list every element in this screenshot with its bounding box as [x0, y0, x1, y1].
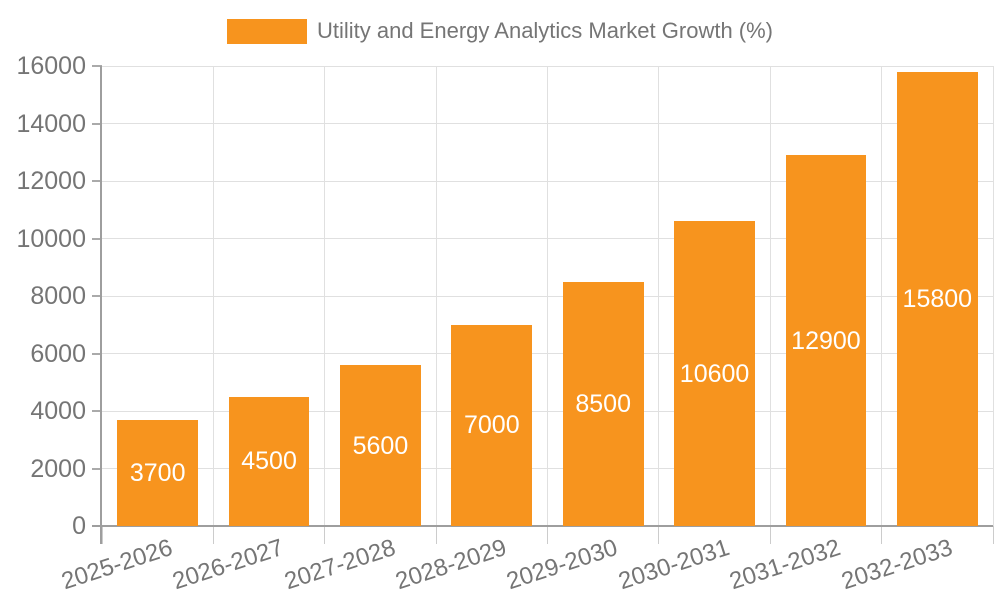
bar-value-label: 5600 — [352, 431, 409, 460]
y-axis-tick-label: 0 — [72, 512, 86, 540]
y-axis-tick — [92, 237, 102, 240]
legend-swatch — [226, 18, 307, 44]
bar[interactable] — [117, 419, 199, 526]
bar[interactable] — [785, 155, 867, 526]
y-axis-tick-label: 2000 — [30, 454, 86, 483]
gridline-vertical — [658, 66, 660, 526]
bar-value-label: 10600 — [679, 359, 750, 388]
gridline-vertical — [992, 66, 994, 526]
y-axis-tick — [92, 352, 102, 355]
bar[interactable] — [674, 221, 755, 526]
gridline-vertical — [324, 66, 326, 526]
bar-value-label: 15800 — [902, 284, 973, 313]
bar[interactable] — [562, 281, 644, 526]
y-axis-line — [100, 66, 102, 544]
x-axis-tick — [992, 526, 994, 544]
bar-value-label: 3700 — [129, 458, 186, 487]
x-axis-tick-label: 2026-2027 — [169, 534, 288, 596]
y-axis-tick-label: 10000 — [16, 224, 86, 253]
x-axis-tick — [881, 526, 883, 544]
gridline-vertical — [212, 66, 214, 526]
y-axis-tick — [92, 65, 102, 67]
x-axis-tick-label: 2032-2033 — [837, 534, 956, 596]
bar-value-label: 4500 — [241, 447, 297, 476]
y-axis-tick — [92, 122, 102, 125]
gridline-vertical — [435, 66, 437, 526]
x-axis-tick-label: 2029-2030 — [503, 534, 622, 596]
bar-value-label: 8500 — [575, 389, 631, 418]
bar[interactable] — [451, 324, 533, 526]
y-axis-tick-label: 12000 — [16, 167, 86, 195]
y-axis-tick — [92, 295, 102, 297]
x-axis-tick — [658, 526, 660, 544]
x-axis-tick — [547, 526, 548, 544]
y-axis-tick — [92, 467, 102, 470]
x-axis-line — [92, 525, 993, 527]
bar-value-label: 7000 — [464, 411, 520, 440]
y-axis-tick — [92, 180, 102, 182]
y-axis-tick-label: 8000 — [30, 282, 86, 310]
x-axis-tick — [435, 526, 437, 544]
x-axis-tick-label: 2028-2029 — [392, 534, 510, 596]
y-axis-tick-label: 6000 — [30, 339, 86, 368]
y-axis-tick-label: 14000 — [16, 109, 86, 138]
legend-item[interactable]: Utility and Energy Analytics Market Grow… — [0, 18, 1000, 44]
x-axis-tick — [769, 526, 771, 544]
gridline-vertical — [769, 66, 771, 526]
legend-label: Utility and Energy Analytics Market Grow… — [316, 18, 774, 43]
y-axis-tick-label: 4000 — [30, 397, 86, 425]
bar[interactable] — [896, 71, 978, 526]
y-axis-tick — [92, 410, 102, 412]
gridline-vertical — [547, 66, 548, 526]
x-axis-tick-label: 2025-2026 — [58, 534, 176, 596]
x-axis-tick-label: 2027-2028 — [280, 534, 399, 596]
bar[interactable] — [228, 396, 310, 526]
y-axis-tick-label: 16000 — [16, 52, 86, 80]
x-axis-tick-label: 2031-2032 — [726, 534, 844, 596]
x-axis-tick — [212, 526, 214, 544]
gridline-vertical — [881, 66, 883, 526]
x-axis-tick — [101, 526, 103, 544]
x-axis-tick — [324, 526, 326, 544]
bar-value-label: 12900 — [791, 326, 861, 355]
bar[interactable] — [340, 365, 421, 526]
x-axis-tick-label: 2030-2031 — [615, 534, 733, 596]
